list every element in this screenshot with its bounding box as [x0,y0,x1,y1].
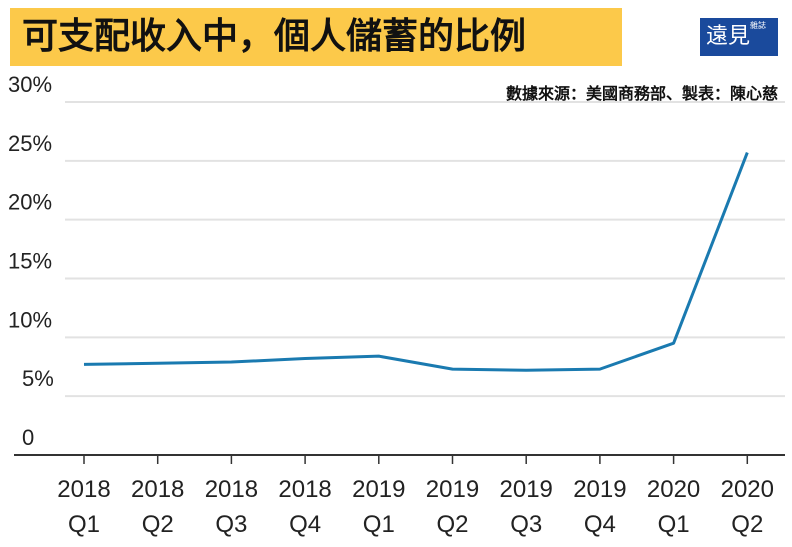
y-tick-label: 20% [8,190,52,215]
x-tick-label-quarter: Q1 [68,511,100,538]
x-tick-label-year: 2020 [721,476,774,503]
logo: 遠見雜誌 [700,18,778,56]
y-tick-label: 0 [22,425,34,450]
y-tick-label: 30% [8,72,52,97]
x-tick-label-year: 2018 [278,476,331,503]
y-tick-label: 5% [22,366,54,391]
y-tick-label: 15% [8,249,52,274]
x-tick-label-quarter: Q1 [363,511,395,538]
x-tick-label-year: 2018 [57,476,110,503]
x-tick-label-year: 2019 [352,476,405,503]
x-tick-label-year: 2020 [647,476,700,503]
x-tick-label-year: 2019 [573,476,626,503]
x-tick-label-quarter: Q1 [658,511,690,538]
x-tick-label-year: 2019 [426,476,479,503]
x-tick-label-quarter: Q3 [510,511,542,538]
x-tick-label-quarter: Q2 [436,511,468,538]
series-line [83,152,749,372]
x-tick-label-year: 2018 [131,476,184,503]
x-tick-label-quarter: Q4 [289,511,321,538]
x-tick-label-quarter: Q2 [142,511,174,538]
x-tick-label-quarter: Q2 [731,511,763,538]
y-tick-label: 10% [8,307,52,332]
x-tick-label-quarter: Q3 [215,511,247,538]
x-tick-label-year: 2018 [205,476,258,503]
x-tick-label-year: 2019 [500,476,553,503]
chart-title: 可支配收入中，個人儲蓄的比例 [10,8,622,66]
x-tick-label-quarter: Q4 [584,511,616,538]
y-tick-label: 25% [8,131,52,156]
source-note: 數據來源：美國商務部、製表：陳心慈 [505,84,778,103]
